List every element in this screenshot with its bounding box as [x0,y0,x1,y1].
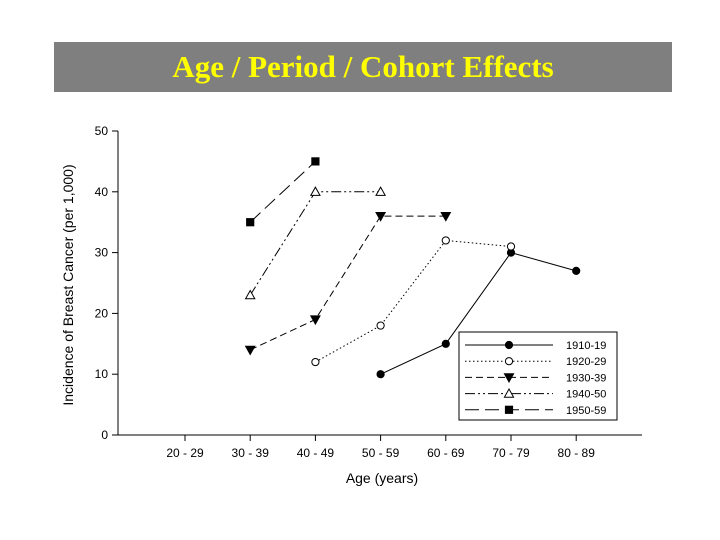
slide-title: Age / Period / Cohort Effects [172,49,554,84]
y-axis-label: Incidence of Breast Cancer (per 1,000) [60,164,76,405]
y-tick-label: 30 [95,246,109,260]
data-point [246,218,255,227]
data-point [244,289,256,300]
y-tick-label: 10 [95,367,109,381]
data-point [376,321,385,330]
x-axis-label: Age (years) [346,470,418,486]
x-tick-label: 20 - 29 [166,446,204,460]
legend-marker [504,405,514,414]
x-tick-label: 40 - 49 [297,446,335,460]
slide-title-bar: Age / Period / Cohort Effects [54,42,672,92]
series-line [249,215,446,351]
x-tick-label: 30 - 39 [232,446,270,460]
series-layer [244,157,581,379]
data-point [572,266,581,275]
series-1940-50 [244,186,387,300]
data-point [440,212,452,222]
data-point [441,236,450,245]
data-point [309,186,321,196]
series-1920-29 [311,236,516,367]
series-line [249,191,381,296]
data-point [309,315,321,326]
series-1950-59 [246,157,320,227]
legend-label: 1930-39 [566,372,606,384]
y-tick-label: 0 [101,428,108,442]
series-line [380,252,577,375]
series-1930-39 [244,212,452,356]
legend-box [458,331,618,421]
x-tick-label: 80 - 89 [558,446,596,460]
legend-marker [503,387,515,398]
data-point [311,357,320,367]
legend-label: 1910-19 [566,340,606,352]
legend: 1910-19 1920-29 1930-39 1940-50 1950-59 [458,331,618,421]
data-point [244,345,256,356]
data-point [375,212,387,222]
data-point [375,186,387,196]
legend-marker [503,373,515,384]
legend-label: 1940-50 [566,389,606,401]
data-point [506,242,516,251]
data-point [311,157,320,166]
chart-axes: 0 10 20 30 40 50 20 - 29 30 - 39 40 - 49 50 - 59 6… [95,124,642,460]
legend-label: 1920-29 [566,356,606,368]
legend-label: 1950-59 [566,405,606,417]
series-line [315,239,512,363]
y-tick-label: 20 [95,306,109,320]
data-point [376,370,385,379]
series-line [249,161,316,223]
y-tick-label: 40 [95,185,109,199]
data-point [441,339,450,348]
x-tick-label: 70 - 79 [492,446,530,460]
y-tick-label: 50 [95,124,109,138]
legend-marker [504,357,514,366]
x-tick-label: 60 - 69 [427,446,465,460]
series-1910-19 [376,248,581,379]
legend-marker [504,340,514,350]
x-tick-label: 50 - 59 [362,446,400,460]
